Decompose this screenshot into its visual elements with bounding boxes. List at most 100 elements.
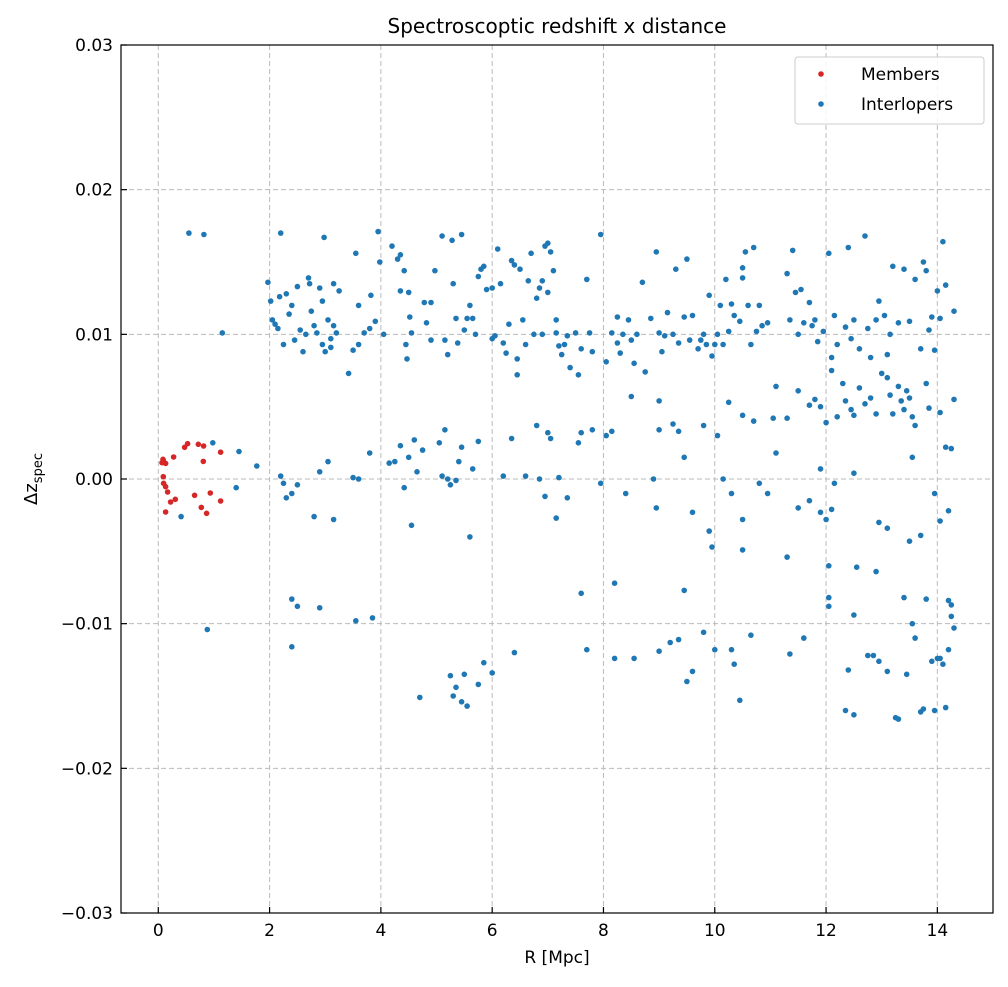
interloper-point: [951, 308, 957, 315]
y-tick-label: 0.00: [75, 470, 113, 490]
interloper-point: [917, 346, 924, 352]
interloper-point: [609, 330, 615, 336]
interloper-point: [353, 618, 359, 624]
interloper-point: [589, 427, 596, 433]
interloper-point: [314, 330, 320, 336]
member-point: [164, 489, 171, 495]
interloper-point: [831, 480, 838, 487]
interloper-point: [458, 444, 465, 451]
interloper-point: [656, 648, 662, 654]
interloper-point: [670, 331, 676, 338]
interloper-point: [667, 639, 673, 646]
interloper-point: [350, 347, 356, 354]
x-tick-label: 6: [487, 921, 498, 941]
interloper-point: [895, 716, 902, 722]
interloper-point: [714, 432, 721, 439]
interloper-point: [717, 302, 724, 309]
interloper-point: [834, 414, 840, 420]
interloper-point: [787, 651, 793, 657]
interloper-point: [906, 318, 913, 325]
member-point: [191, 492, 198, 499]
member-point: [200, 458, 207, 465]
interloper-point: [289, 644, 295, 650]
interloper-point: [884, 351, 891, 358]
interloper-point: [336, 288, 342, 294]
interloper-point: [277, 230, 284, 236]
interloper-point: [681, 314, 687, 320]
interloper-point: [862, 233, 868, 239]
interloper-point: [553, 330, 559, 336]
interloper-point: [759, 322, 765, 329]
interloper-point: [940, 238, 946, 245]
interloper-point: [609, 428, 615, 435]
interloper-point: [522, 341, 529, 348]
interloper-point: [269, 317, 276, 323]
interloper-point: [770, 415, 776, 422]
interloper-point: [276, 293, 283, 300]
member-point: [160, 473, 167, 480]
interloper-point: [934, 288, 941, 294]
interloper-point: [483, 286, 490, 293]
interloper-point: [467, 534, 473, 540]
interloper-point: [305, 275, 312, 281]
interloper-point: [458, 699, 465, 705]
interloper-point: [901, 594, 907, 601]
interloper-point: [639, 279, 646, 286]
interloper-point: [489, 285, 496, 291]
interloper-point: [728, 301, 735, 307]
interloper-point: [906, 395, 913, 401]
interloper-point: [404, 356, 410, 362]
interloper-point: [564, 495, 571, 501]
member-point: [198, 504, 205, 511]
interloper-point: [539, 278, 546, 284]
interloper-point: [401, 267, 408, 274]
x-tick-label: 0: [153, 921, 164, 941]
interloper-point: [648, 315, 654, 322]
interloper-point: [294, 482, 301, 488]
interloper-point: [428, 299, 434, 306]
interloper-point: [407, 314, 413, 320]
interloper-point: [267, 298, 274, 304]
interloper-point: [500, 473, 507, 479]
interloper-point: [316, 605, 323, 611]
interloper-point: [876, 519, 882, 526]
interloper-point: [703, 341, 710, 348]
legend-label-interlopers: Interlopers: [861, 95, 953, 115]
interloper-point: [851, 412, 857, 419]
interloper-point: [547, 435, 554, 442]
interloper-point: [789, 247, 796, 254]
x-tick-label: 12: [815, 921, 837, 941]
interloper-point: [817, 403, 824, 410]
interloper-point: [366, 450, 373, 456]
interloper-point: [475, 438, 482, 445]
y-axis-label: Δzspec: [21, 453, 46, 505]
interloper-point: [204, 626, 211, 633]
interloper-point: [447, 672, 454, 679]
interloper-point: [842, 324, 849, 330]
interloper-point: [303, 331, 309, 338]
interloper-point: [675, 636, 682, 643]
interloper-point: [297, 327, 304, 333]
interloper-point: [695, 346, 701, 352]
interloper-point: [739, 275, 746, 281]
interloper-point: [578, 346, 584, 352]
interloper-point: [865, 652, 871, 659]
interloper-point: [536, 285, 543, 291]
member-point: [217, 498, 224, 504]
interloper-point: [806, 497, 813, 504]
interloper-point: [756, 302, 763, 309]
legend-frame: [794, 56, 985, 125]
y-tick-label: 0.03: [75, 36, 113, 56]
interloper-point: [817, 466, 824, 472]
interloper-point: [714, 331, 721, 338]
interloper-point: [219, 330, 226, 336]
interloper-point: [656, 398, 662, 404]
interloper-point: [842, 398, 849, 404]
interloper-point: [661, 333, 668, 339]
interloper-point: [319, 341, 326, 348]
member-point: [217, 449, 224, 456]
interloper-point: [887, 392, 893, 398]
interloper-point: [689, 312, 696, 319]
legend: Members Interlopers: [794, 56, 985, 125]
